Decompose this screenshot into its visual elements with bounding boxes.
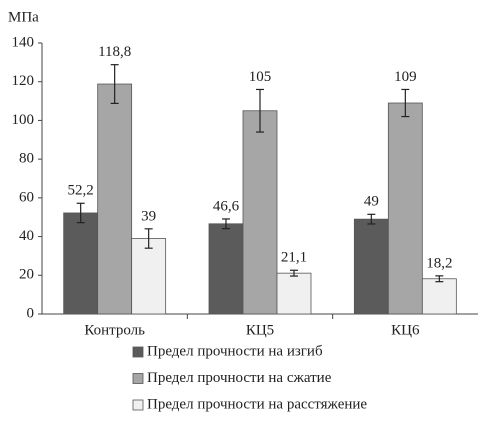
value-label: 52,2	[68, 183, 94, 199]
error-bar	[76, 202, 85, 224]
bar	[353, 218, 389, 315]
value-label: 118,8	[98, 44, 131, 60]
error-bar	[110, 64, 119, 104]
error-bar	[222, 218, 230, 230]
error-bar	[144, 228, 153, 249]
x-tick-label: Контроль	[84, 322, 145, 338]
bar	[63, 212, 99, 315]
x-tick-label: КЦ6	[391, 322, 420, 338]
bar	[131, 238, 167, 315]
bar	[421, 278, 457, 315]
legend-swatch	[132, 346, 144, 358]
error-bar	[401, 88, 410, 118]
y-tick-label: 100	[12, 112, 35, 128]
value-label: 105	[249, 69, 272, 85]
x-tick-label: КЦ5	[246, 322, 274, 338]
error-bar	[290, 269, 298, 277]
y-tick-label: 20	[19, 267, 34, 283]
legend-label: Предел прочности на изгиб	[147, 343, 323, 359]
bar	[208, 223, 244, 315]
y-tick-label: 140	[12, 34, 35, 50]
legend-swatch	[132, 373, 144, 384]
error-bar	[435, 275, 444, 283]
bar	[276, 272, 312, 315]
legend-label: Предел прочности на расстяжение	[147, 396, 367, 412]
bar	[97, 83, 133, 315]
y-tick-label: 40	[19, 228, 34, 244]
bar	[387, 102, 423, 315]
y-axis-label: МПа	[8, 9, 39, 25]
value-label: 49	[364, 194, 379, 210]
y-tick-label: 0	[27, 305, 35, 321]
value-label: 21,1	[281, 250, 307, 266]
legend-label: Предел прочности на сжатие	[147, 370, 332, 386]
value-label: 46,6	[213, 198, 240, 214]
value-label: 109	[394, 69, 417, 85]
legend-swatch	[132, 399, 144, 411]
error-bar	[256, 88, 264, 133]
y-tick-label: 80	[19, 151, 34, 167]
y-tick-label: 60	[19, 189, 34, 205]
value-label: 39	[141, 208, 156, 224]
bar	[242, 110, 278, 315]
error-bar	[367, 213, 376, 225]
value-label: 18,2	[426, 255, 452, 271]
y-tick-label: 120	[12, 73, 35, 89]
